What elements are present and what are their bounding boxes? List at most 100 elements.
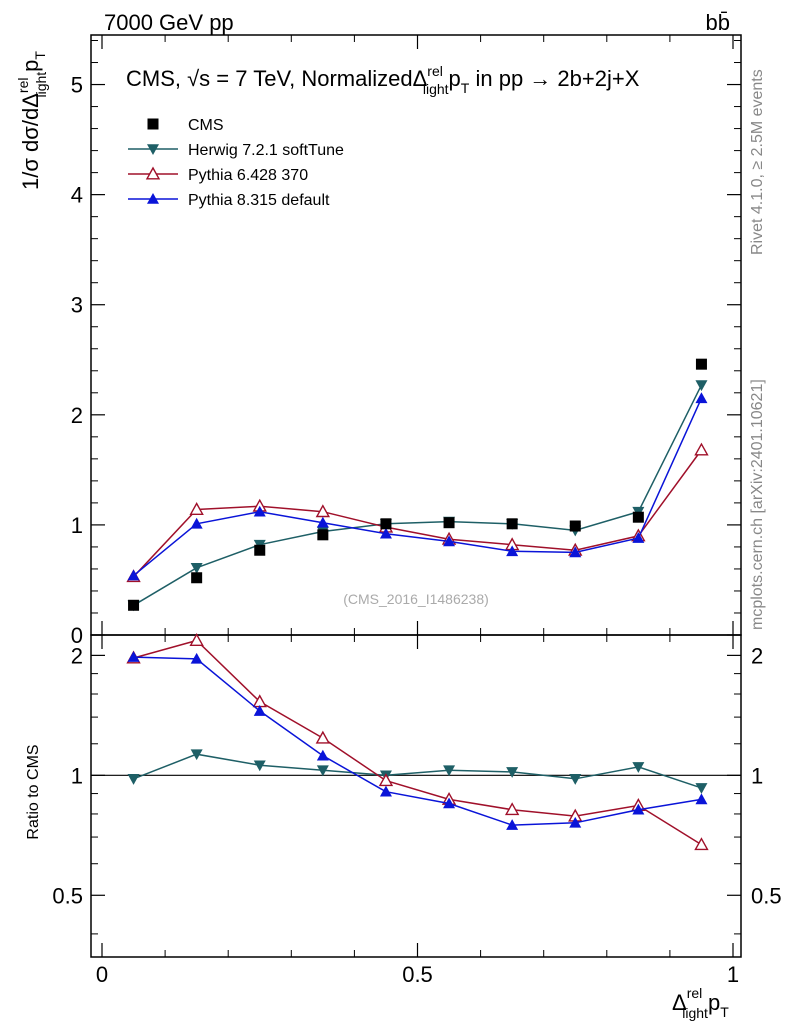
ratio-point-herwig-7-2-1-softtune [695,783,708,794]
data-point-pythia-8-315-default [379,527,392,539]
ratio-point-pythia-8-315-default [632,803,645,815]
ratio-point-pythia-8-315-default [569,816,582,828]
legend-marker [147,144,159,155]
ratio-point-pythia-6-428-370 [378,773,394,787]
legend-entry-herwig-7-2-1-softtune: Herwig 7.2.1 softTune [128,142,344,159]
ratio-xtick-label: 0 [96,962,108,987]
ratio-point-herwig-7-2-1-softtune [569,774,582,785]
ratio-ylabel: Ratio to CMS [25,744,42,839]
data-point-pythia-6-428-370 [694,442,709,456]
chart-title: CMS, √s = 7 TeV, NormalizedΔrel lightpT i… [126,63,640,97]
data-point-herwig-7-2-1-softtune [190,563,203,574]
ratio-point-herwig-7-2-1-softtune [190,749,203,761]
series-line-pythia-6-428-370 [133,449,703,578]
legend-label: Herwig 7.2.1 softTune [188,142,344,159]
legend-marker [145,166,161,180]
process-label: bb̄ [706,10,730,35]
data-point-cms [317,529,329,541]
ratio-xtick-label: 0.5 [402,962,433,987]
data-point-pythia-8-315-default [506,545,519,557]
ratio-point-herwig-7-2-1-softtune [253,760,266,772]
ratio-point-herwig-7-2-1-softtune [506,767,519,778]
ratio-point-pythia-6-428-370 [694,837,709,851]
main-ytick-label: 4 [71,183,83,208]
main-axis-ticks: 0 1 2 3 4 5 [71,35,741,648]
data-point-cms [443,517,455,529]
rivet-label: Rivet 4.1.0, ≥ 2.5M events [749,69,766,255]
main-ytick-label: 3 [71,293,83,318]
ratio-point-pythia-8-315-default [190,652,203,664]
x-axis-label: Δrel lightpT [672,985,729,1021]
ratio-point-pythia-8-315-default [253,705,266,716]
data-point-pythia-8-315-default [632,532,645,543]
legend-label: Pythia 6.428 370 [188,167,308,184]
series-line-herwig-7-2-1-softtune [133,384,703,606]
ratio-series-group [91,633,741,851]
series-herwig-7-2-1-softtune [127,380,708,612]
ratio-line-herwig-7-2-1-softtune [133,753,702,789]
ratio-ytick-label: 2 [71,643,83,668]
main-ytick-label: 5 [71,73,83,98]
series-cms [128,358,707,611]
data-point-pythia-8-315-default [253,505,266,517]
ratio-ytick-label-right: 0.5 [751,883,782,908]
data-point-pythia-6-428-370 [189,502,204,515]
main-panel: 0 1 2 3 4 5 CMS, √s = 7 TeV, NormalizedΔrel li… [15,34,742,648]
ratio-point-herwig-7-2-1-softtune [127,774,140,785]
data-point-herwig-7-2-1-softtune [695,380,708,392]
ratio-point-pythia-8-315-default [379,785,392,797]
ratio-panel: 0.5 0.5 1 1 2 2 0 0.5 1 Ratio to CMS Δrel lightpT [25,633,782,1021]
ratio-xtick-label: 1 [727,962,739,987]
data-point-cms [128,599,140,611]
main-ylabel: 1/σ dσ/dΔrel lightpT [15,51,49,190]
main-series-group [126,358,709,612]
ratio-ytick-label: 0.5 [52,883,83,908]
ratio-frame [90,634,742,958]
ratio-point-pythia-8-315-default [316,749,329,761]
ratio-ytick-label-right: 1 [751,763,763,788]
ratio-ytick-label: 1 [71,763,83,788]
analysis-watermark: (CMS_2016_I1486238) [343,591,489,607]
ratio-point-herwig-7-2-1-softtune [316,765,329,777]
energy-label: 7000 GeV pp [104,10,234,35]
main-ytick-label: 0 [71,623,83,648]
legend-marker [147,193,159,204]
data-point-cms [695,358,707,370]
data-point-cms [506,518,518,530]
ratio-line-pythia-8-315-default [133,656,702,826]
data-point-cms [569,520,581,532]
ratio-point-pythia-6-428-370 [315,730,331,744]
ratio-point-pythia-8-315-default [443,797,456,809]
legend-entry-cms: CMS [147,117,224,134]
data-point-pythia-8-315-default [190,517,203,529]
ratio-series-pythia-8-315-default [127,651,708,830]
data-point-cms [380,518,392,530]
ratio-series-pythia-6-428-370 [126,633,709,851]
ratio-point-pythia-8-315-default [506,819,519,830]
data-point-cms [254,544,266,556]
series-pythia-8-315-default [127,392,708,581]
data-point-pythia-8-315-default [443,535,456,547]
ratio-point-pythia-8-315-default [695,793,708,805]
data-point-pythia-8-315-default [569,546,582,558]
legend-entry-pythia-8-315-default: Pythia 8.315 default [128,192,330,209]
legend-marker [147,118,159,130]
ratio-series-herwig-7-2-1-softtune [127,749,708,794]
ratio-ytick-label-right: 2 [751,643,763,668]
data-point-cms [632,511,644,523]
data-point-pythia-8-315-default [316,516,329,528]
series-line-pythia-8-315-default [133,397,703,577]
data-point-cms [191,572,203,584]
data-point-pythia-6-428-370 [315,504,331,518]
ratio-point-herwig-7-2-1-softtune [632,762,645,773]
legend-entry-pythia-6-428-370: Pythia 6.428 370 [128,166,308,184]
ratio-point-herwig-7-2-1-softtune [443,765,456,777]
mcplots-label: mcplots.cern.ch [arXiv:2401.10621] [749,379,766,630]
legend: CMS Herwig 7.2.1 softTune Pythia 6.428 370… [128,117,344,209]
ratio-point-pythia-6-428-370 [189,633,204,646]
legend-label: Pythia 8.315 default [188,192,330,209]
legend-label: CMS [188,117,224,134]
main-ytick-label: 2 [71,403,83,428]
main-ytick-label: 1 [71,513,83,538]
